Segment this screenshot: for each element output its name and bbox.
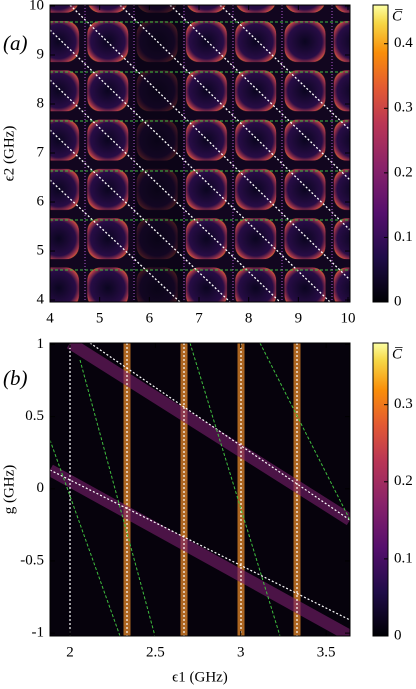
y-axis-label: ϵ2 (GHz) [1, 126, 17, 182]
colorbar-tick-label: 0.3 [394, 100, 413, 116]
y-tick-label: 7 [37, 144, 45, 160]
y-axis-label: g (GHz) [1, 465, 17, 515]
colorbar [372, 4, 389, 303]
heatmap-b-image [50, 343, 350, 636]
y-tick-label: 4 [37, 291, 45, 307]
x-tick-label: 3.5 [317, 644, 336, 660]
colorbar-tick-label: 0 [394, 293, 402, 309]
y-tick-label: 1 [37, 336, 45, 352]
heatmap-a-image [50, 5, 350, 302]
y-tick-label: -0.5 [20, 552, 44, 568]
x-tick-label: 7 [195, 310, 203, 326]
y-tick-label: -1 [32, 625, 45, 641]
x-tick-label: 5 [96, 310, 104, 326]
colorbar-label: C̅ [392, 346, 403, 362]
colorbar-tick-label: 0.1 [394, 550, 413, 566]
colorbar-tick-label: 0.1 [394, 229, 413, 245]
colorbar-tick-label: 0.2 [394, 473, 413, 489]
colorbar-label: C̅ [392, 8, 403, 24]
x-tick-label: 6 [146, 310, 154, 326]
colorbar-tick-label: 0.4 [394, 35, 413, 51]
panel-label: (b) [3, 366, 28, 390]
y-tick-label: 8 [37, 95, 45, 111]
plot-frame [49, 342, 351, 637]
x-tick-label: 2.5 [146, 644, 165, 660]
y-tick-label: 5 [37, 242, 45, 258]
y-tick-label: 6 [37, 193, 45, 209]
x-tick-label: 10 [341, 310, 356, 326]
y-tick-label: 10 [29, 0, 44, 13]
colorbar-tick-label: 0.2 [394, 164, 413, 180]
x-tick-label: 4 [46, 310, 54, 326]
colorbar-tick-label: 0.3 [394, 396, 413, 412]
y-tick-label: 0 [37, 480, 45, 496]
x-tick-label: 9 [295, 310, 303, 326]
x-tick-label: 8 [245, 310, 253, 326]
y-tick-label: 0.5 [25, 408, 44, 424]
colorbar [372, 342, 389, 637]
x-tick-label: 2 [66, 644, 74, 660]
panel-label: (a) [3, 31, 28, 55]
x-axis-label: ϵ1 (GHz) [172, 669, 228, 685]
y-tick-label: 9 [37, 46, 45, 62]
x-tick-label: 3 [237, 644, 245, 660]
colorbar-tick-label: 0 [394, 627, 402, 643]
